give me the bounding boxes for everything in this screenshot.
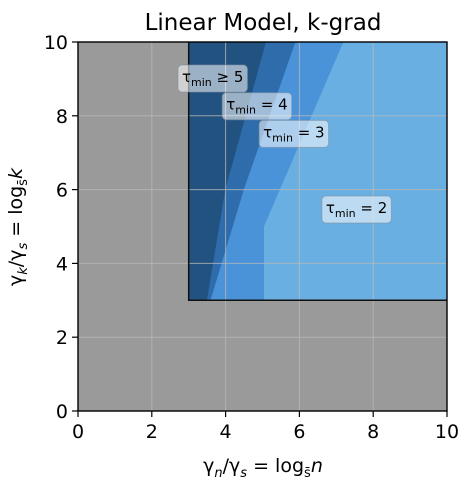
- axes-frame: [77, 41, 448, 412]
- y-tick-label: 6: [56, 180, 68, 202]
- region-label-3: τmin = 3: [258, 119, 330, 148]
- axes: 0 2 4 6 8 10 0 2 4 6 8 10: [44, 32, 459, 443]
- region-label-box: [177, 64, 248, 93]
- y-tick-label: 4: [56, 253, 68, 275]
- x-tick-label: 8: [367, 421, 379, 443]
- region-label-box: [321, 195, 392, 224]
- region-label-box: [258, 119, 330, 148]
- x-tick-label: 4: [220, 421, 232, 443]
- x-tick-label: 0: [72, 421, 84, 443]
- region-label-1: τmin ≥ 5: [177, 64, 248, 93]
- x-axis-title: γn/γs = logs̄n: [203, 455, 323, 481]
- chart-title: Linear Model, k-grad: [145, 10, 382, 36]
- x-tick-label: 6: [293, 421, 305, 443]
- y-tick-label: 10: [44, 32, 68, 54]
- region-label-4: τmin = 2: [321, 195, 392, 224]
- region-label-2: τmin = 4: [221, 92, 293, 121]
- region-label-text: τmin = 2: [326, 199, 387, 220]
- region-labels: τmin ≥ 5 τmin = 4 τmin = 3 τmin = 2: [177, 64, 392, 224]
- x-tick-label: 2: [146, 421, 158, 443]
- y-tick-label: 8: [56, 106, 68, 128]
- region-label-text: τmin ≥ 5: [182, 68, 243, 89]
- region-label-box: [221, 92, 293, 121]
- x-tick-label: 10: [435, 421, 459, 443]
- region-label-text: τmin = 4: [226, 96, 287, 117]
- y-tick-label: 2: [56, 327, 68, 349]
- y-axis-title: γk/γs = logs̄k: [5, 167, 31, 286]
- y-tick-label: 0: [56, 401, 68, 423]
- region-label-text: τmin = 3: [263, 123, 324, 144]
- feasible-region-border: [187, 42, 447, 302]
